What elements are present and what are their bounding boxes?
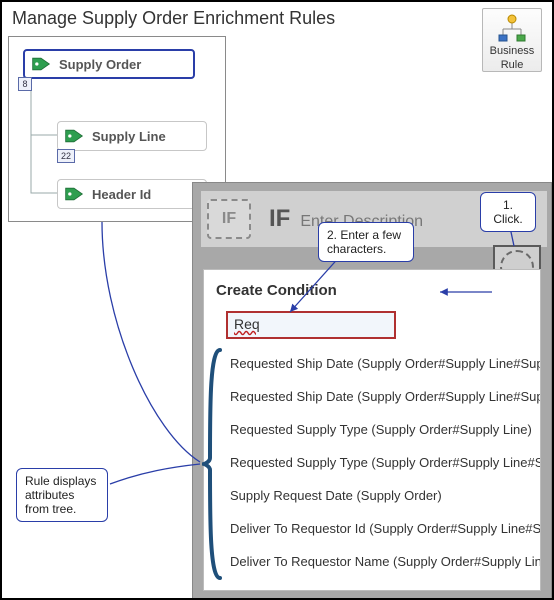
create-condition-title: Create Condition <box>204 270 540 305</box>
list-item[interactable]: Deliver To Requestor Name (Supply Order#… <box>226 545 540 578</box>
tree-node-header-id[interactable]: Header Id <box>57 179 207 209</box>
business-rule-badge[interactable]: Business Rule <box>482 8 542 72</box>
create-condition-panel: Create Condition Req Requested Ship Date… <box>203 269 541 591</box>
callout-click: 1. Click. <box>480 192 536 232</box>
condition-suggestion-list: Requested Ship Date (Supply Order#Supply… <box>226 347 540 578</box>
list-item[interactable]: Requested Ship Date (Supply Order#Supply… <box>226 380 540 413</box>
tree-node-supply-order[interactable]: Supply Order <box>23 49 195 79</box>
tree-node-label: Header Id <box>92 187 151 202</box>
tag-icon <box>31 56 51 72</box>
business-rule-label2: Rule <box>483 59 541 71</box>
condition-search-input[interactable]: Req <box>226 311 396 339</box>
list-item[interactable]: Supply Request Date (Supply Order) <box>226 479 540 512</box>
page-title: Manage Supply Order Enrichment Rules <box>12 8 335 29</box>
tree-count-root: 8 <box>18 77 32 91</box>
brace-icon <box>202 348 224 580</box>
business-rule-icon <box>495 13 529 43</box>
stage: Manage Supply Order Enrichment Rules Bus… <box>0 0 554 600</box>
list-item[interactable]: Requested Ship Date (Supply Order#Supply… <box>226 347 540 380</box>
condition-search-value: Req <box>234 316 260 332</box>
tree-node-supply-line[interactable]: Supply Line <box>57 121 207 151</box>
tag-icon <box>64 186 84 202</box>
list-item[interactable]: Requested Supply Type (Supply Order#Supp… <box>226 413 540 446</box>
business-rule-label1: Business <box>483 45 541 57</box>
if-badge[interactable]: IF <box>207 199 251 239</box>
if-label: IF <box>269 205 290 233</box>
list-item[interactable]: Deliver To Requestor Id (Supply Order#Su… <box>226 512 540 545</box>
tag-icon <box>64 128 84 144</box>
callout-enter: 2. Enter a few characters. <box>318 222 414 262</box>
tree-node-label: Supply Order <box>59 57 141 72</box>
tree-node-label: Supply Line <box>92 129 166 144</box>
callout-rule: Rule displays attributes from tree. <box>16 468 108 522</box>
tree-count-supply-line: 22 <box>57 149 75 163</box>
list-item[interactable]: Requested Supply Type (Supply Order#Supp… <box>226 446 540 479</box>
